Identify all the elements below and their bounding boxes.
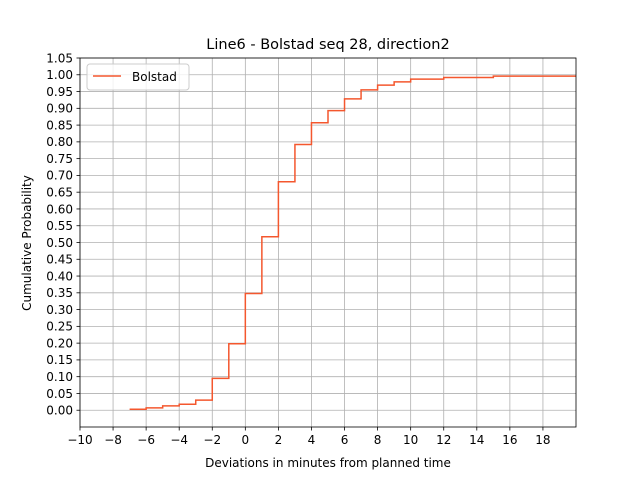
y-axis-label: Cumulative Probability	[20, 175, 34, 311]
y-tick-label: 0.00	[46, 404, 73, 418]
y-tick-label: 0.45	[46, 253, 73, 267]
x-tick-label: −6	[137, 433, 155, 447]
y-tick-label: 0.15	[46, 353, 73, 367]
legend: Bolstad	[86, 63, 190, 91]
x-tick-label: −2	[203, 433, 221, 447]
chart-title: Line6 - Bolstad seq 28, direction2	[206, 37, 449, 53]
y-tick-label: 0.40	[46, 269, 73, 283]
x-tick-label: 6	[341, 433, 349, 447]
x-tick-label: 0	[242, 433, 250, 447]
series-layer	[129, 75, 576, 410]
x-tick-label: −10	[67, 433, 92, 447]
y-tick-label: 0.10	[46, 370, 73, 384]
x-tick-label: 10	[403, 433, 418, 447]
y-tick-label: 0.30	[46, 303, 73, 317]
series-line-bolstad	[129, 75, 576, 410]
y-tick-label: 0.70	[46, 169, 73, 183]
y-tick-label: 0.75	[46, 152, 73, 166]
legend-box	[86, 63, 190, 91]
y-tick-label: 0.85	[46, 118, 73, 132]
x-tick-label: 12	[436, 433, 451, 447]
y-tick-label: 0.60	[46, 202, 73, 216]
y-tick-label: 0.05	[46, 387, 73, 401]
y-tick-label: 0.80	[46, 135, 73, 149]
y-tick-label: 1.05	[46, 51, 73, 65]
y-tick-label: 0.55	[46, 219, 73, 233]
x-tick-label: 8	[374, 433, 382, 447]
x-tick-label: 14	[469, 433, 484, 447]
x-tick-label: 18	[535, 433, 550, 447]
y-tick-label: 0.65	[46, 185, 73, 199]
x-axis-label: Deviations in minutes from planned time	[205, 456, 451, 470]
x-axis: −10 −8 −6 −4 −2 0 2 4 6 8 10 12 14 16 18	[67, 427, 551, 447]
y-tick-label: 0.50	[46, 236, 73, 250]
x-tick-label: −8	[104, 433, 122, 447]
grid	[79, 57, 576, 427]
x-tick-label: 4	[308, 433, 316, 447]
y-tick-label: 0.35	[46, 286, 73, 300]
x-tick-label: 16	[502, 433, 517, 447]
x-tick-label: −4	[170, 433, 188, 447]
y-tick-label: 0.90	[46, 102, 73, 116]
legend-label-bolstad: Bolstad	[132, 70, 177, 84]
y-tick-label: 1.00	[46, 68, 73, 82]
y-tick-label: 0.20	[46, 336, 73, 350]
y-axis: 0.00 0.05 0.10 0.15 0.20 0.25 0.30 0.35 0.40 0.45…	[46, 51, 80, 418]
x-tick-label: 2	[275, 433, 283, 447]
y-tick-label: 0.95	[46, 85, 73, 99]
y-tick-label: 0.25	[46, 320, 73, 334]
